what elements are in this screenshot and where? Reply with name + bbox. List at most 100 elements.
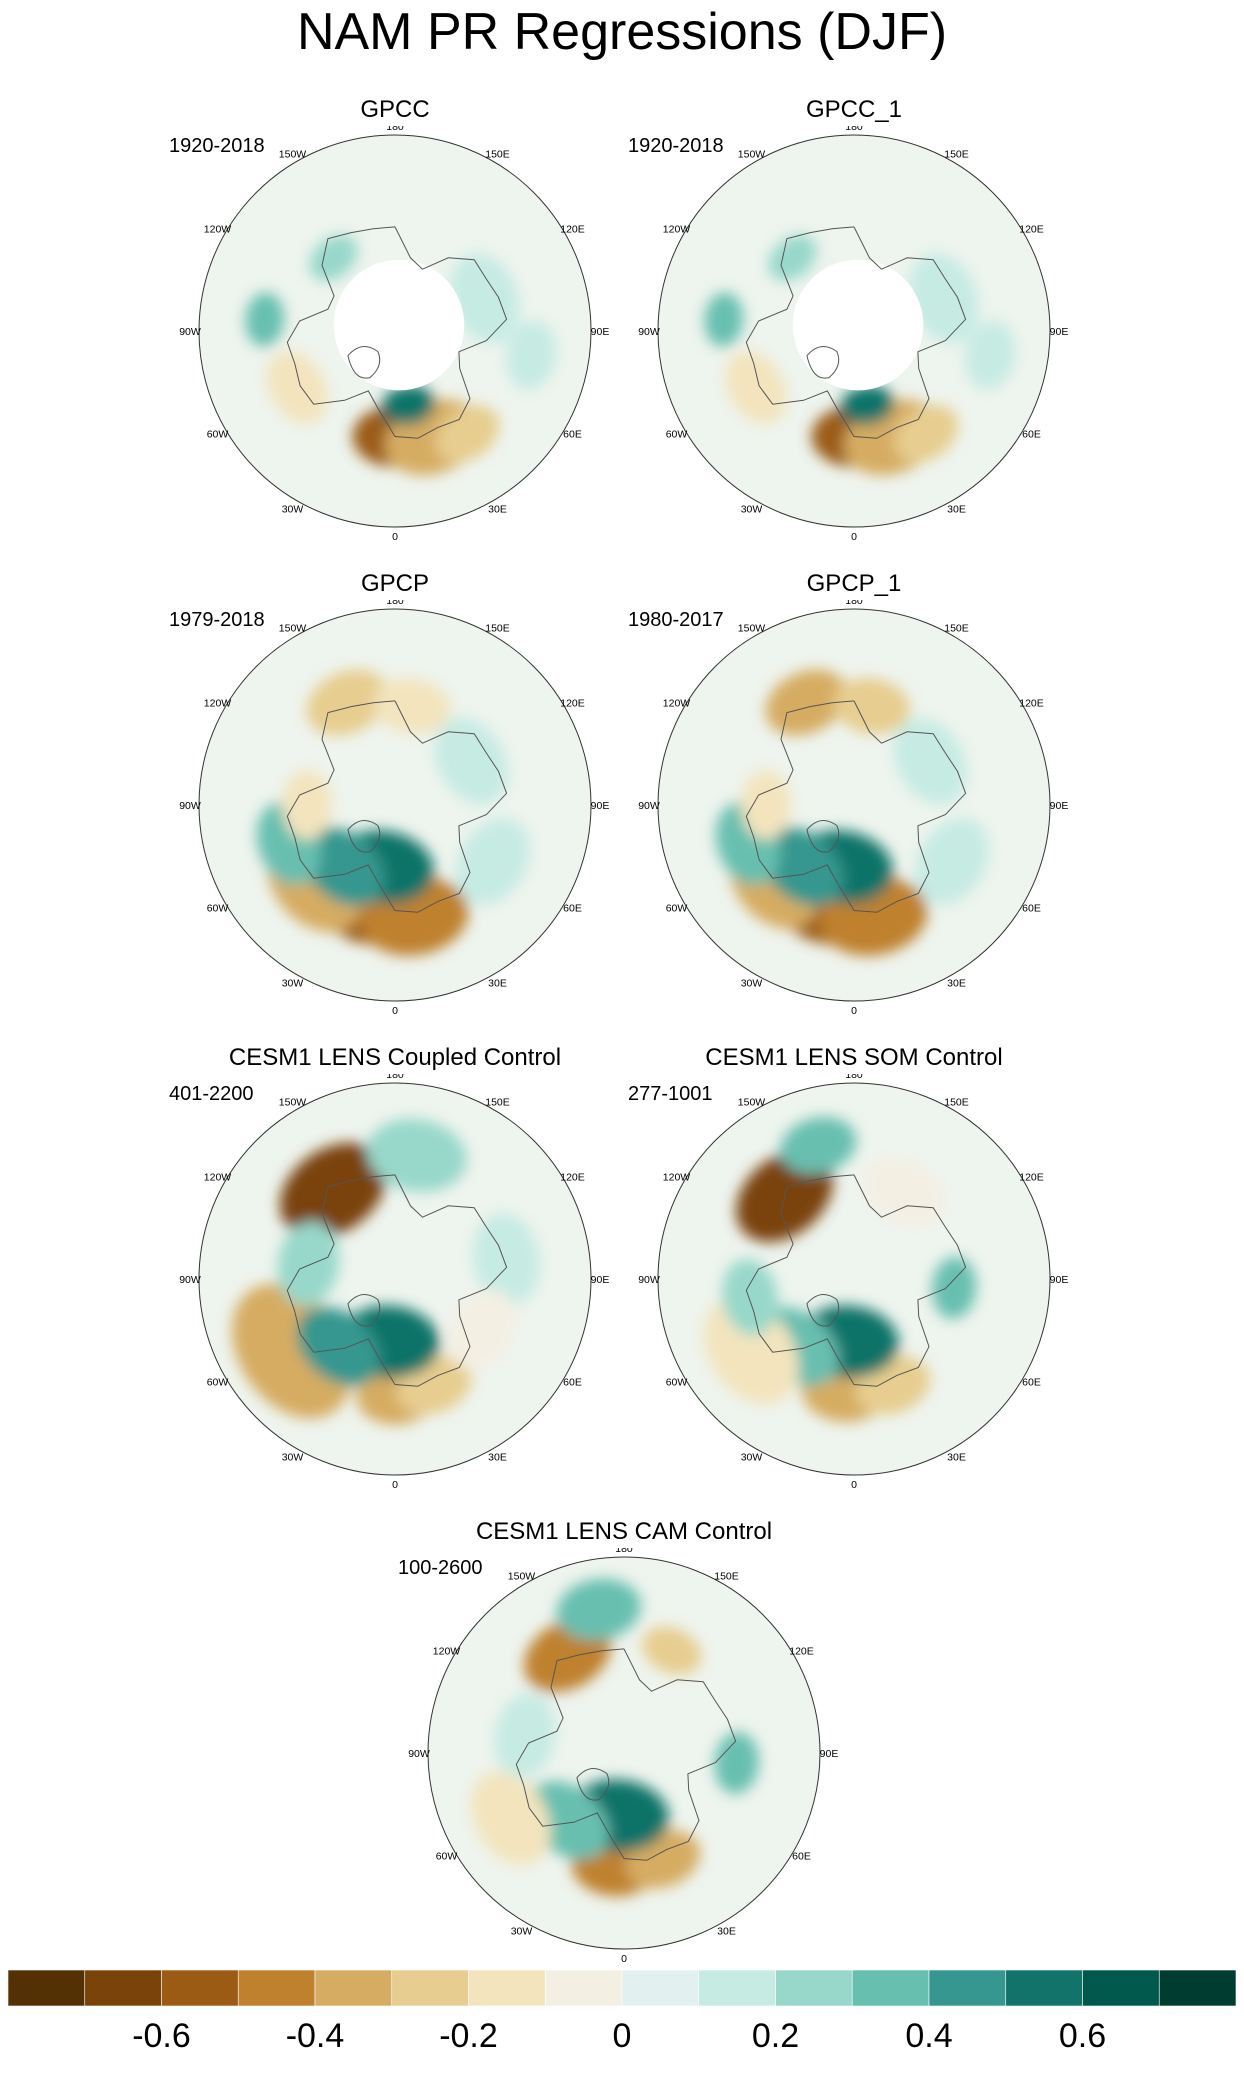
longitude-label: 150W: [738, 623, 766, 635]
longitude-label: 60E: [792, 1851, 811, 1863]
anomaly-region: [931, 1256, 977, 1319]
map-panel-cesm1-som: CESM1 LENS SOM Control 277-1001 180 150E 1…: [624, 1044, 1084, 1514]
longitude-label: 30E: [947, 1452, 966, 1464]
longitude-label: 0: [851, 1005, 857, 1017]
longitude-label: 60W: [436, 1851, 458, 1863]
longitude-label: 150W: [738, 1097, 766, 1109]
longitude-label: 30W: [741, 978, 763, 990]
map-panel-gpcc: GPCC 1920-2018 180 150E 120E 90E 60E 30E 0 30W 6…: [165, 96, 625, 566]
coastlines: [745, 1174, 967, 1387]
colorbar: -0.6 -0.4 -0.2 0 0.2 0.4 0.6: [8, 1970, 1236, 2082]
longitude-label: 30E: [488, 978, 507, 990]
map-panel-gpcp-1: GPCP_1 1980-2017 180 150E 120E 90E 60E 30E 0 30…: [624, 570, 1084, 1040]
colorbar-swatch: [928, 1970, 1007, 2006]
colorbar-swatch: [237, 1970, 316, 2006]
anomaly-region: [279, 1142, 387, 1239]
anomaly-region: [741, 770, 791, 840]
anomaly-region: [893, 717, 968, 805]
panel-year-range: 277-1001: [628, 1083, 713, 1105]
longitude-label: 180: [845, 126, 863, 133]
longitude-label: 120E: [560, 224, 585, 236]
anomaly-region: [366, 1118, 467, 1192]
longitude-label: 90W: [179, 1274, 201, 1286]
longitude-label: 60E: [563, 903, 582, 915]
longitude-label: 30W: [282, 1452, 304, 1464]
anomaly-region: [704, 292, 744, 347]
longitude-label: 60E: [1022, 1377, 1041, 1389]
longitude-label: 60W: [666, 1377, 688, 1389]
longitude-label: 90E: [1050, 800, 1069, 812]
map-panel-gpcc-1: GPCC_1 1920-2018 180 150E 120E 90E 60E 30E 0 30…: [624, 96, 1084, 566]
anomaly-region: [435, 405, 499, 463]
map-boundary: [657, 134, 1051, 528]
colorbar-swatch: [314, 1970, 393, 2006]
anomaly-region: [914, 818, 989, 905]
anomaly-region: [760, 827, 844, 906]
map-boundary: [198, 1082, 592, 1476]
missing-data-mask: [792, 259, 924, 391]
longitude-label: 90E: [1050, 1274, 1069, 1286]
anomaly-region: [908, 253, 979, 344]
colorbar-swatch: [84, 1970, 162, 2006]
colorbar-swatches: [8, 1970, 1236, 2006]
polar-map: 180 150E 120E 90E 60E 30E 0 30W 60W 90W 120W 150W: [179, 1074, 609, 1491]
map-boundary: [198, 608, 592, 1002]
longitude-label: 150E: [485, 623, 510, 635]
panel-title: GPCC: [360, 96, 430, 123]
longitude-label: 120E: [1019, 698, 1044, 710]
coastlines: [286, 1174, 508, 1387]
longitude-label: 60W: [207, 1377, 229, 1389]
longitude-label: 120E: [560, 698, 585, 710]
colorbar-swatch: [621, 1970, 700, 2006]
map-boundary: [657, 1082, 1051, 1476]
longitude-label: 0: [851, 531, 857, 543]
longitude-label: 150E: [714, 1571, 739, 1583]
longitude-label: 180: [386, 1074, 404, 1081]
panel-year-range: 1979-2018: [169, 609, 265, 631]
longitude-label: 90E: [1050, 326, 1069, 338]
longitude-label: 180: [615, 1548, 633, 1555]
anomaly-region: [301, 827, 385, 906]
colorbar-swatch: [851, 1970, 930, 2006]
map-panel-cesm1-cam: CESM1 LENS CAM Control 100-2600 180 150E 1…: [394, 1518, 854, 1988]
longitude-label: 0: [851, 1479, 857, 1491]
anomaly-region: [277, 1221, 340, 1306]
longitude-label: 90W: [638, 1274, 660, 1286]
colorbar-swatch: [544, 1970, 623, 2006]
longitude-label: 30W: [282, 978, 304, 990]
anomaly-region: [434, 717, 509, 805]
polar-map: 180 150E 120E 90E 60E 30E 0 30W 60W 90W 120W 150W: [408, 1548, 838, 1965]
anomaly-region: [494, 1693, 556, 1778]
anomaly-region: [470, 1771, 551, 1866]
colorbar-swatch: [468, 1970, 546, 2006]
longitude-label: 60W: [207, 903, 229, 915]
longitude-label: 30W: [282, 504, 304, 516]
longitude-label: 60E: [1022, 429, 1041, 441]
panel-year-range: 1980-2017: [628, 609, 724, 631]
anomaly-region: [297, 1307, 380, 1386]
anomaly-region: [964, 320, 1016, 390]
longitude-label: 0: [392, 1005, 398, 1017]
anomaly-region: [840, 385, 894, 425]
panel-year-range: 1920-2018: [169, 135, 265, 157]
coastlines: [286, 700, 508, 913]
anomaly-region: [381, 385, 435, 425]
longitude-label: 180: [845, 600, 863, 607]
longitude-label: 180: [386, 126, 404, 133]
longitude-label: 150E: [944, 623, 969, 635]
longitude-label: 180: [845, 1074, 863, 1081]
polar-map: 180 150E 120E 90E 60E 30E 0 30W 60W 90W 120W 150W: [179, 600, 609, 1017]
colorbar-swatch: [698, 1970, 776, 2006]
longitude-label: 120W: [433, 1646, 461, 1658]
longitude-label: 0: [392, 531, 398, 543]
longitude-label: 150W: [738, 149, 766, 161]
missing-data-mask: [333, 259, 465, 391]
anomaly-region: [780, 1117, 857, 1174]
panel-title: CESM1 LENS SOM Control: [705, 1044, 1003, 1071]
longitude-label: 150E: [485, 1097, 510, 1109]
anomaly-region: [449, 253, 520, 344]
longitude-label: 90W: [638, 800, 660, 812]
longitude-label: 30E: [947, 504, 966, 516]
colorbar-swatch: [775, 1970, 853, 2006]
longitude-label: 90W: [408, 1748, 430, 1760]
